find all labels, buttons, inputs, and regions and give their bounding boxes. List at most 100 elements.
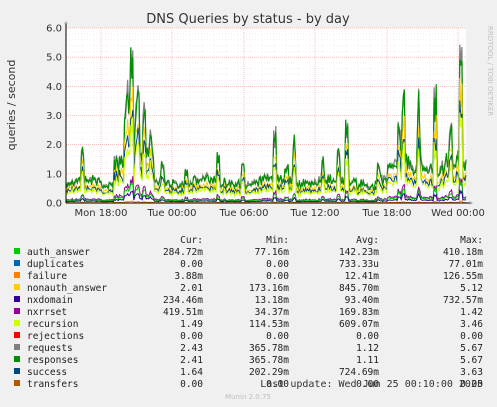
series-line-nonauth_answer bbox=[65, 77, 467, 195]
legend-avg-nxdomain: 93.40m bbox=[345, 295, 380, 306]
plot-area: 0.0 1.0 2.0 3.0 4.0 5.0 6.0 Mon 18:00 Tue 00:00 T… bbox=[46, 21, 485, 219]
legend-cur-nxrrset: 419.51m bbox=[163, 307, 203, 318]
legend-avg-rejections: 0.00 bbox=[356, 331, 379, 342]
legend-cur-auth_answer: 284.72m bbox=[163, 247, 203, 258]
x-tick-label: Tue 00:00 bbox=[146, 208, 196, 219]
x-tick-label: Mon 18:00 bbox=[74, 208, 127, 219]
legend-name-success: success bbox=[27, 367, 67, 378]
legend-swatch-transfers bbox=[14, 380, 20, 386]
y-tick-label: 3.0 bbox=[46, 111, 62, 122]
legend-name-nxdomain: nxdomain bbox=[27, 295, 73, 306]
legend-swatch-nxdomain bbox=[14, 296, 20, 302]
last-update: Last update: Wed Jun 25 00:10:00 2025 bbox=[260, 379, 483, 390]
legend-max-failure: 126.55m bbox=[443, 271, 483, 282]
y-tick-label: 5.0 bbox=[46, 53, 62, 64]
legend-max-recursion: 3.46 bbox=[460, 319, 483, 330]
legend-name-nonauth_answer: nonauth_answer bbox=[27, 283, 107, 294]
legend-avg-success: 724.69m bbox=[339, 367, 379, 378]
y-axis-arrow bbox=[64, 21, 68, 24]
legend-avg-nxrrset: 169.83m bbox=[339, 307, 379, 318]
y-tick-label: 2.0 bbox=[46, 140, 62, 151]
x-axis-arrow bbox=[470, 201, 473, 205]
legend-name-transfers: transfers bbox=[27, 379, 78, 390]
legend-swatch-recursion bbox=[14, 320, 20, 326]
legend-cur-nxdomain: 234.46m bbox=[163, 295, 203, 306]
x-tick-label: Wed 00:00 bbox=[431, 208, 485, 219]
legend-avg-nonauth_answer: 845.70m bbox=[339, 283, 379, 294]
y-tick-label: 6.0 bbox=[46, 24, 62, 35]
legend-name-duplicates: duplicates bbox=[27, 259, 84, 270]
legend: Cur: Min: Avg: Max: auth_answer 284.72m 77… bbox=[14, 235, 483, 390]
legend-cur-failure: 3.88m bbox=[174, 271, 203, 282]
legend-min-requests: 365.78m bbox=[249, 343, 289, 354]
legend-avg-recursion: 609.07m bbox=[339, 319, 379, 330]
legend-cur-duplicates: 0.00 bbox=[180, 259, 203, 270]
legend-name-recursion: recursion bbox=[27, 319, 78, 330]
series-line-recursion bbox=[65, 112, 467, 199]
legend-name-failure: failure bbox=[27, 271, 67, 282]
legend-swatch-success bbox=[14, 368, 20, 374]
rrdtool-label: RRDTOOL / TOBI OETIKER bbox=[486, 26, 494, 116]
legend-max-nonauth_answer: 5.12 bbox=[460, 283, 483, 294]
legend-max-auth_answer: 410.18m bbox=[443, 247, 483, 258]
series-line-responses bbox=[65, 47, 467, 192]
legend-avg-duplicates: 733.33u bbox=[339, 259, 379, 270]
legend-name-requests: requests bbox=[27, 343, 73, 354]
series-line-success bbox=[65, 100, 467, 196]
legend-cur-recursion: 1.49 bbox=[180, 319, 203, 330]
legend-max-responses: 5.67 bbox=[460, 355, 483, 366]
legend-header-avg: Avg: bbox=[356, 235, 379, 246]
legend-max-duplicates: 77.01m bbox=[449, 259, 484, 270]
x-tick-label: Tue 18:00 bbox=[361, 208, 411, 219]
legend-header-cur: Cur: bbox=[180, 235, 203, 246]
legend-min-recursion: 114.53m bbox=[249, 319, 289, 330]
y-tick-label: 4.0 bbox=[46, 82, 62, 93]
legend-swatch-nonauth_answer bbox=[14, 284, 20, 290]
legend-swatch-requests bbox=[14, 344, 20, 350]
legend-header-max: Max: bbox=[460, 235, 483, 246]
legend-swatch-responses bbox=[14, 356, 20, 362]
legend-header-min: Min: bbox=[266, 235, 289, 246]
y-tick-label: 1.0 bbox=[46, 169, 62, 180]
x-tick-label: Tue 06:00 bbox=[218, 208, 268, 219]
legend-min-nxdomain: 13.18m bbox=[255, 295, 290, 306]
legend-min-nonauth_answer: 173.16m bbox=[249, 283, 289, 294]
legend-min-rejections: 0.00 bbox=[266, 331, 289, 342]
y-axis-label: queries / second bbox=[5, 60, 18, 151]
legend-max-transfers: 0.00 bbox=[460, 379, 483, 390]
legend-min-transfers: 0.00 bbox=[266, 379, 289, 390]
legend-max-nxdomain: 732.57m bbox=[443, 295, 483, 306]
legend-swatch-nxrrset bbox=[14, 308, 20, 314]
legend-cur-success: 1.64 bbox=[180, 367, 203, 378]
series-line-nxrrset bbox=[65, 176, 467, 202]
legend-min-duplicates: 0.00 bbox=[266, 259, 289, 270]
legend-cur-transfers: 0.00 bbox=[180, 379, 203, 390]
legend-min-auth_answer: 77.16m bbox=[255, 247, 290, 258]
series-line-auth_answer bbox=[65, 180, 467, 203]
legend-avg-failure: 12.41m bbox=[345, 271, 380, 282]
legend-avg-requests: 1.12 bbox=[356, 343, 379, 354]
munin-version: Munin 2.0.75 bbox=[225, 393, 271, 401]
legend-max-requests: 5.67 bbox=[460, 343, 483, 354]
legend-cur-responses: 2.41 bbox=[180, 355, 203, 366]
legend-max-rejections: 0.00 bbox=[460, 331, 483, 342]
legend-swatch-rejections bbox=[14, 332, 20, 338]
legend-name-auth_answer: auth_answer bbox=[27, 247, 90, 258]
legend-swatch-auth_answer bbox=[14, 248, 20, 254]
legend-max-success: 3.63 bbox=[460, 367, 483, 378]
legend-min-responses: 365.78m bbox=[249, 355, 289, 366]
legend-name-nxrrset: nxrrset bbox=[27, 307, 67, 318]
legend-min-nxrrset: 34.37m bbox=[255, 307, 290, 318]
legend-name-responses: responses bbox=[27, 355, 78, 366]
y-tick-label: 0.0 bbox=[46, 199, 62, 210]
legend-swatch-duplicates bbox=[14, 260, 20, 266]
legend-avg-responses: 1.11 bbox=[356, 355, 379, 366]
legend-cur-requests: 2.43 bbox=[180, 343, 203, 354]
legend-min-failure: 0.00 bbox=[266, 271, 289, 282]
x-tick-label: Tue 12:00 bbox=[289, 208, 339, 219]
legend-cur-nonauth_answer: 2.01 bbox=[180, 283, 203, 294]
chart-title: DNS Queries by status - by day bbox=[146, 12, 350, 27]
legend-max-nxrrset: 1.42 bbox=[460, 307, 483, 318]
legend-min-success: 202.29m bbox=[249, 367, 289, 378]
